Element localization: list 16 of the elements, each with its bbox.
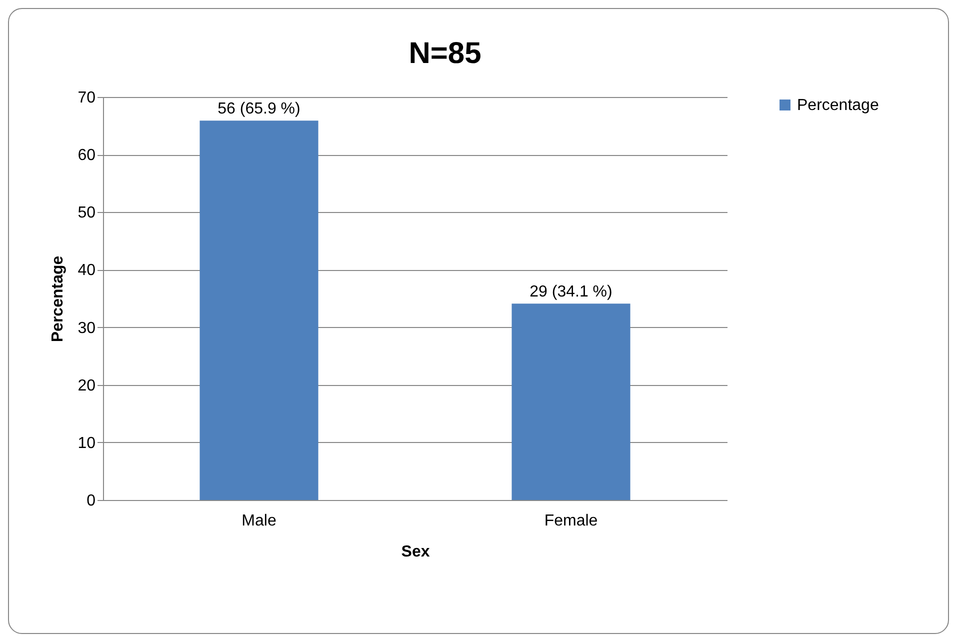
y-tick-label: 70: [78, 90, 96, 106]
data-label: 29 (34.1 %): [530, 284, 612, 301]
y-axis-title: Percentage: [50, 256, 67, 342]
x-tick-label: Female: [544, 512, 598, 530]
x-axis-title: Sex: [401, 544, 430, 560]
y-tick-label: 20: [78, 377, 96, 394]
y-tick-label: 50: [78, 204, 96, 222]
x-tick-label: Male: [242, 512, 276, 530]
y-tick-label: 30: [78, 320, 96, 337]
y-tick-label: 40: [78, 262, 96, 280]
y-tick-label: 0: [86, 492, 96, 510]
legend-label: Percentage: [797, 97, 879, 114]
data-label: 56 (65.9 %): [218, 100, 300, 118]
y-tick-label: 60: [78, 147, 96, 164]
chart-title: N=85: [408, 37, 482, 70]
y-tick-label: 10: [78, 434, 96, 452]
